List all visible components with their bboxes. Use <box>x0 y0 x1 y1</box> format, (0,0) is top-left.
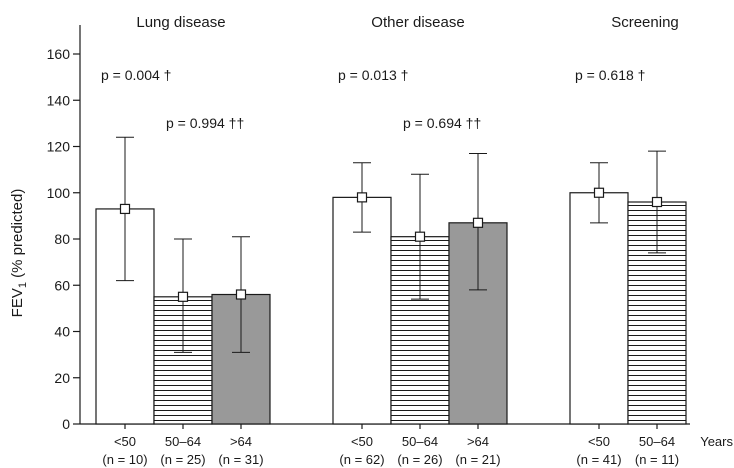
x-category-label: >64 <box>467 434 489 449</box>
x-category-label: <50 <box>351 434 373 449</box>
mean-marker <box>356 192 368 203</box>
y-tick-label: 80 <box>54 231 70 247</box>
p-value-pair: p = 0.694 †† <box>403 115 481 131</box>
bars <box>95 192 687 425</box>
mean-marker <box>472 217 484 228</box>
p-value-age: p = 0.618 † <box>575 67 645 83</box>
y-axis-label: FEV1 (% predicted) <box>9 189 29 318</box>
mean-marker <box>177 291 189 302</box>
mean-marker <box>651 196 663 208</box>
x-category-label: 50–64 <box>165 434 201 449</box>
y-tick-label: 120 <box>47 139 71 155</box>
y-tick-label: 160 <box>47 46 71 62</box>
x-n-label: (n = 11) <box>635 452 679 467</box>
p-value-pair: p = 0.994 †† <box>166 115 244 131</box>
y-tick-label: 0 <box>62 416 70 432</box>
mean-marker <box>414 231 426 242</box>
x-category-label: 50–64 <box>402 434 438 449</box>
y-tick-label: 40 <box>54 324 70 340</box>
y-axis-label-main: FEV <box>9 288 26 317</box>
bar <box>569 192 629 425</box>
y-tick-label: 20 <box>54 370 70 386</box>
x-n-label: (n = 31) <box>218 452 263 467</box>
x-n-label: (n = 25) <box>160 452 205 467</box>
x-category-label: <50 <box>114 434 136 449</box>
mean-marker <box>235 289 247 300</box>
x-category-label: >64 <box>230 434 252 449</box>
x-axis <box>80 423 690 429</box>
x-n-label: (n = 62) <box>339 452 384 467</box>
mean-marker <box>119 203 131 215</box>
x-category-label: 50–64 <box>639 434 675 449</box>
p-value-age: p = 0.004 † <box>101 67 171 83</box>
x-category-label: <50 <box>588 434 610 449</box>
x-n-label: (n = 41) <box>576 452 621 467</box>
y-axis: 0 20 40 60 80 100 120 140 160 <box>47 25 81 432</box>
y-tick-label: 100 <box>47 185 71 201</box>
bar <box>332 196 392 425</box>
error-bars <box>116 136 666 353</box>
group-title: Lung disease <box>136 14 225 31</box>
y-tick-label: 60 <box>54 277 70 293</box>
x-n-label: (n = 10) <box>102 452 147 467</box>
y-tick-label: 140 <box>47 92 71 108</box>
group-title: Screening <box>611 14 679 31</box>
mean-marker <box>593 187 605 198</box>
y-axis-label-sub: 1 <box>17 282 29 288</box>
group-title: Other disease <box>371 14 464 31</box>
y-axis-label-rest: (% predicted) <box>9 189 26 282</box>
x-n-label: (n = 26) <box>397 452 442 467</box>
p-value-age: p = 0.013 † <box>338 67 408 83</box>
x-n-label: (n = 21) <box>455 452 500 467</box>
labels: Lung disease p = 0.004 † p = 0.994 †† <50 (n… <box>101 14 733 467</box>
x-axis-years-label: Years <box>700 434 733 449</box>
